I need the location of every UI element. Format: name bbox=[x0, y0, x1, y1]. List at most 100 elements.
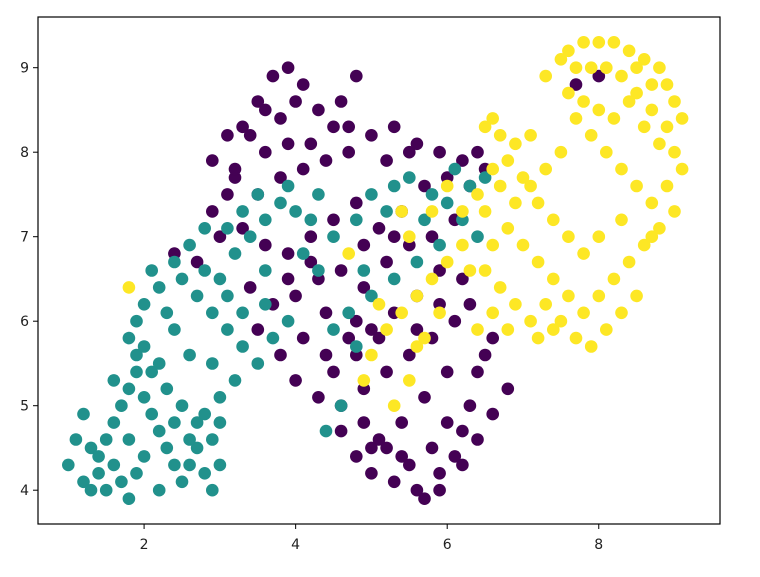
scatter-point bbox=[622, 95, 636, 108]
scatter-point bbox=[387, 475, 401, 489]
y-axis: 4 5 6 7 8 9 bbox=[20, 61, 38, 499]
scatter-point bbox=[259, 238, 272, 252]
scatter-point bbox=[668, 95, 681, 108]
scatter-point bbox=[236, 120, 249, 134]
scatter-point bbox=[554, 314, 568, 328]
scatter-point bbox=[569, 61, 583, 74]
scatter-point bbox=[99, 433, 113, 446]
scatter-point bbox=[493, 179, 507, 193]
scatter-point bbox=[637, 238, 651, 252]
scatter-point bbox=[251, 357, 265, 370]
scatter-point bbox=[380, 365, 393, 379]
x-tick-label: 8 bbox=[594, 537, 603, 553]
scatter-point bbox=[516, 238, 530, 252]
scatter-point bbox=[92, 467, 105, 480]
scatter-point bbox=[395, 416, 409, 429]
scatter-point bbox=[228, 162, 242, 176]
scatter-point bbox=[365, 348, 378, 362]
scatter-point bbox=[281, 137, 295, 151]
scatter-point bbox=[463, 179, 477, 193]
scatter-point bbox=[418, 391, 431, 404]
scatter-point bbox=[259, 103, 272, 117]
scatter-point bbox=[350, 340, 363, 353]
scatter-point bbox=[418, 213, 431, 227]
scatter-point bbox=[516, 171, 530, 184]
scatter-point bbox=[175, 475, 189, 489]
scatter-point bbox=[584, 340, 598, 353]
scatter-point bbox=[372, 331, 386, 345]
scatter-point bbox=[592, 230, 606, 243]
scatter-point bbox=[206, 205, 219, 218]
scatter-point bbox=[266, 331, 280, 345]
scatter-point bbox=[425, 272, 439, 286]
scatter-point bbox=[365, 188, 378, 201]
scatter-point bbox=[539, 69, 552, 83]
scatter-point bbox=[342, 145, 356, 159]
scatter-point bbox=[660, 78, 674, 91]
scatter-point bbox=[206, 154, 219, 167]
scatter-point bbox=[478, 348, 492, 362]
scatter-point bbox=[509, 196, 522, 210]
scatter-point bbox=[425, 230, 439, 243]
scatter-point bbox=[471, 230, 484, 243]
scatter-point bbox=[615, 306, 628, 320]
scatter-point bbox=[334, 399, 348, 413]
scatter-point bbox=[152, 281, 166, 294]
scatter-point bbox=[501, 323, 515, 336]
scatter-point bbox=[304, 137, 318, 151]
scatter-point bbox=[289, 374, 302, 387]
scatter-point bbox=[463, 264, 477, 277]
scatter-point bbox=[547, 323, 560, 336]
scatter-point bbox=[600, 145, 613, 159]
scatter-point bbox=[637, 120, 651, 134]
points-layer bbox=[62, 36, 689, 506]
scatter-point bbox=[213, 458, 227, 472]
scatter-point bbox=[539, 298, 552, 311]
scatter-point bbox=[387, 272, 401, 286]
scatter-point bbox=[190, 289, 204, 303]
scatter-point bbox=[380, 255, 393, 269]
scatter-point bbox=[592, 289, 606, 303]
scatter-point bbox=[259, 145, 272, 159]
scatter-point bbox=[456, 458, 469, 472]
scatter-point bbox=[607, 272, 621, 286]
scatter-point bbox=[62, 458, 75, 472]
scatter-point bbox=[160, 306, 174, 320]
scatter-point bbox=[168, 255, 181, 269]
scatter-point bbox=[433, 264, 446, 277]
scatter-point bbox=[304, 213, 318, 227]
scatter-point bbox=[653, 137, 666, 151]
y-tick-label: 4 bbox=[20, 483, 29, 499]
scatter-point bbox=[456, 154, 469, 167]
scatter-point bbox=[562, 44, 575, 58]
plot-frame bbox=[37, 16, 721, 525]
scatter-point bbox=[554, 53, 568, 66]
scatter-point bbox=[584, 61, 598, 74]
scatter-point bbox=[107, 374, 121, 387]
scatter-point bbox=[319, 424, 333, 438]
scatter-point bbox=[592, 69, 606, 83]
scatter-point bbox=[486, 162, 500, 176]
scatter-point bbox=[403, 230, 416, 243]
scatter-point bbox=[213, 416, 227, 429]
scatter-point bbox=[471, 433, 484, 446]
scatter-point bbox=[137, 391, 151, 404]
scatter-point bbox=[296, 78, 310, 91]
scatter-point bbox=[380, 154, 393, 167]
scatter-point bbox=[471, 188, 484, 201]
scatter-point bbox=[478, 205, 492, 218]
scatter-point bbox=[630, 61, 643, 74]
scatter-point bbox=[296, 162, 310, 176]
scatter-point bbox=[577, 95, 590, 108]
scatter-point bbox=[115, 399, 128, 413]
scatter-point bbox=[592, 103, 606, 117]
scatter-point bbox=[569, 112, 583, 125]
scatter-point bbox=[228, 374, 242, 387]
scatter-point bbox=[327, 230, 340, 243]
y-tick-label: 9 bbox=[20, 61, 29, 77]
scatter-point bbox=[69, 433, 83, 446]
scatter-point bbox=[92, 450, 105, 463]
scatter-point bbox=[168, 458, 181, 472]
scatter-point bbox=[440, 196, 454, 210]
